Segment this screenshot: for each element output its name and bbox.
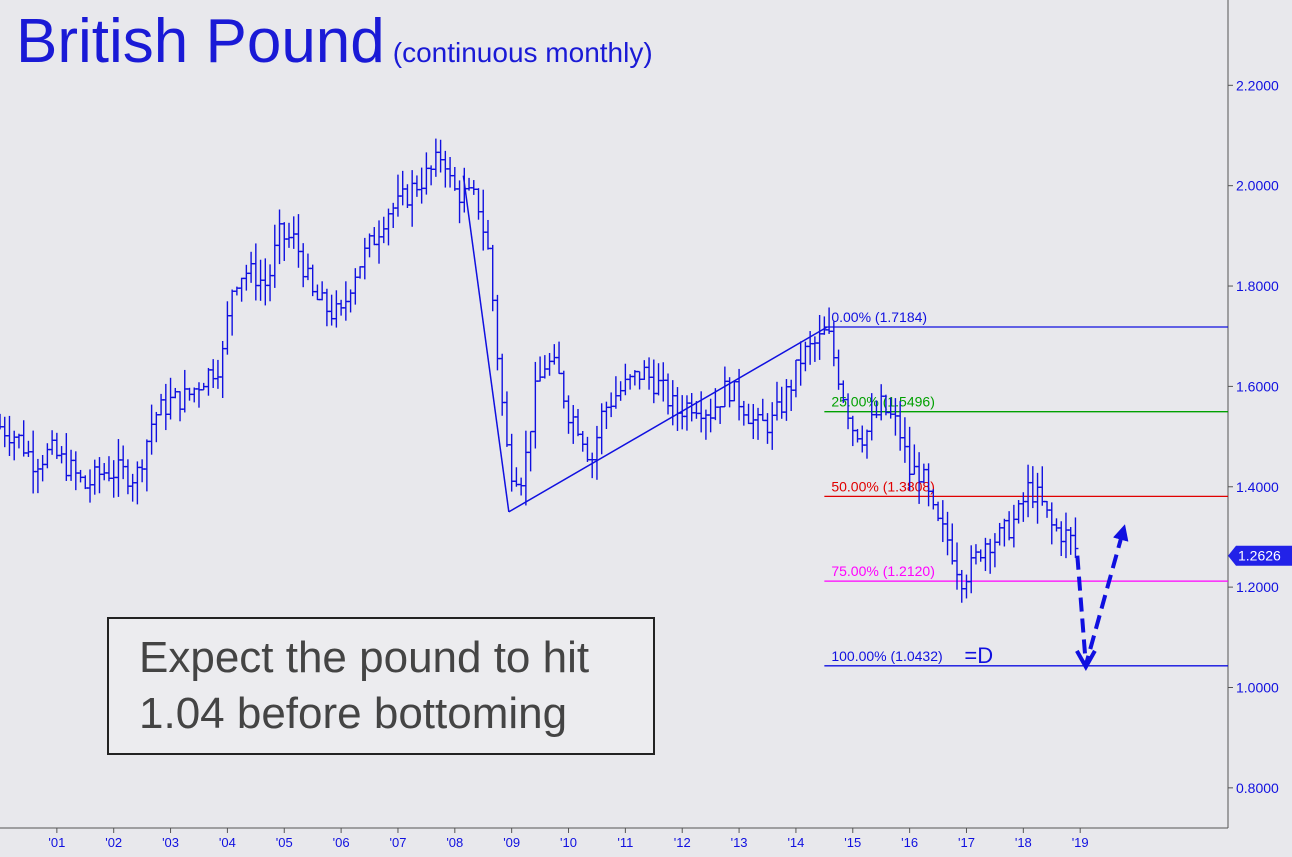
last-price-label: 1.2626 (1238, 548, 1281, 564)
y-tick-label: 1.0000 (1236, 679, 1279, 695)
fib-level-label: 25.00% (1.5496) (831, 394, 935, 410)
x-tick-label: '14 (787, 835, 804, 850)
projection-bottom-arrowhead (1075, 649, 1097, 671)
y-tick-label: 1.4000 (1236, 479, 1279, 495)
trendline (508, 326, 828, 513)
x-tick-label: '11 (617, 835, 633, 850)
y-tick-label: 1.6000 (1236, 378, 1279, 394)
x-tick-label: '13 (731, 835, 748, 850)
x-tick-label: '04 (219, 835, 236, 850)
x-tick-label: '19 (1072, 835, 1089, 850)
y-tick-label: 0.8000 (1236, 780, 1279, 796)
fib-level-label: 0.00% (1.7184) (831, 309, 927, 325)
trendline (462, 175, 510, 512)
x-tick-label: '03 (162, 835, 179, 850)
x-tick-label: '10 (560, 835, 577, 850)
title-main: British Pound (16, 7, 385, 76)
projection-arrow (1075, 524, 1129, 667)
y-tick-label: 2.2000 (1236, 77, 1279, 93)
x-tick-label: '15 (844, 835, 861, 850)
y-tick-label: 1.2000 (1236, 579, 1279, 595)
x-tick-label: '18 (1015, 835, 1032, 850)
fib-level-label: 75.00% (1.2120) (831, 563, 935, 579)
fib-level-label: 100.00% (1.0432) (831, 648, 942, 664)
x-tick-label: '08 (446, 835, 463, 850)
x-tick-label: '01 (48, 835, 65, 850)
fib-target-marker: =D (964, 643, 993, 668)
x-tick-label: '09 (503, 835, 520, 850)
callout-line-2: 1.04 before bottoming (139, 689, 568, 738)
x-tick-label: '02 (105, 835, 122, 850)
y-tick-label: 1.8000 (1236, 278, 1279, 294)
title-subtitle: (continuous monthly) (392, 37, 653, 68)
callout-line-1: Expect the pound to hit (139, 633, 590, 682)
y-tick-label: 2.0000 (1236, 178, 1279, 194)
x-tick-label: '06 (333, 835, 350, 850)
x-tick-label: '07 (389, 835, 406, 850)
x-tick-label: '17 (958, 835, 975, 850)
x-tick-label: '12 (674, 835, 691, 850)
last-price-tag (1228, 545, 1292, 566)
forecast-callout-box: Expect the pound to hit 1.04 before bott… (107, 617, 655, 755)
chart-title: British Pound (continuous monthly) (16, 6, 653, 77)
x-tick-label: '05 (276, 835, 293, 850)
x-tick-label: '16 (901, 835, 918, 850)
